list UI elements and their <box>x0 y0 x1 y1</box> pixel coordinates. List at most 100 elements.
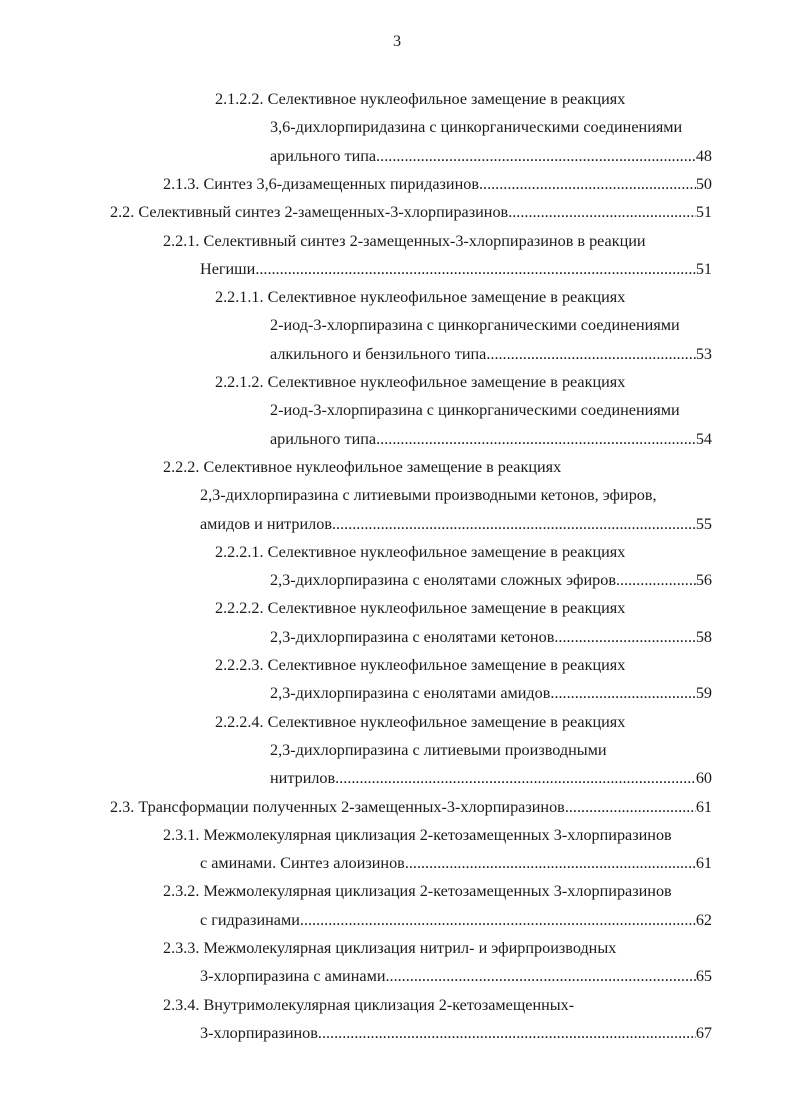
toc-entry[interactable]: 2.2.2.4. Селективное нуклеофильное замещ… <box>215 711 712 733</box>
toc-page: 51 <box>695 259 712 278</box>
toc-entry[interactable]: 2.2.2.1. Селективное нуклеофильное замещ… <box>215 541 712 563</box>
toc-entry[interactable]: 2.2.1.1. Селективное нуклеофильное замещ… <box>215 286 712 308</box>
toc-number: 2.2.2.4. <box>215 712 264 731</box>
toc-entry[interactable]: 2.2.1.2. Селективное нуклеофильное замещ… <box>215 371 712 393</box>
toc-number: 2.3.3. <box>163 939 200 957</box>
toc-entry[interactable]: 2.3. Трансформации полученных 2-замещенн… <box>110 796 712 818</box>
toc-title: Межмолекулярная циклизация 2-кетозамещен… <box>203 825 672 844</box>
toc-title: 2,3-дихлорпиразина с енолятами сложных э… <box>270 571 616 590</box>
toc-title: 2,3-дихлорпиразина с литиевыми производн… <box>270 740 607 759</box>
toc-title: 3-хлорпиразина с аминами <box>200 967 386 986</box>
dot-leader <box>318 1022 696 1044</box>
toc-number: 2.2.1. <box>163 231 200 250</box>
toc-entry[interactable]: 2.2. Селективный синтез 2-замещенных-3-х… <box>110 201 712 223</box>
toc-entry-continuation[interactable]: амидов и нитрилов 55 <box>200 513 712 535</box>
toc-number: 2.1.3. <box>163 174 200 193</box>
toc-entry-continuation[interactable]: 3-хлорпиразина с аминами 65 <box>200 965 712 987</box>
toc-title: амидов и нитрилов <box>200 514 332 533</box>
dot-leader <box>335 767 696 789</box>
toc-title: Селективное нуклеофильное замещение в ре… <box>267 712 626 731</box>
toc-number: 2.2. <box>110 203 135 222</box>
toc-page: 65 <box>695 967 712 986</box>
toc-entry-continuation[interactable]: 2-иод-3-хлорпиразина с цинкорганическими… <box>270 399 712 421</box>
toc-title: Селективное нуклеофильное замещение в ре… <box>267 373 626 391</box>
dot-leader <box>550 682 695 704</box>
toc-entry[interactable]: 2.3.3. Межмолекулярная циклизация нитрил… <box>163 937 712 959</box>
toc-title: Трансформации полученных 2-замещенных-3-… <box>138 797 565 816</box>
dot-leader <box>300 909 696 931</box>
toc-title: Селективное нуклеофильное замещение в ре… <box>267 542 626 561</box>
toc-entry[interactable]: 2.2.2.2. Селективное нуклеофильное замещ… <box>215 597 712 619</box>
toc-entry-continuation[interactable]: 2,3-дихлорпиразина с енолятами кетонов 58 <box>270 626 712 648</box>
toc-entry-continuation[interactable]: 3-хлорпиразинов 67 <box>200 1022 712 1044</box>
dot-leader <box>385 965 695 987</box>
toc-title: 3,6-дихлорпиридазина с цинкорганическими… <box>270 118 683 137</box>
toc-number: 2.3. <box>110 797 135 816</box>
toc-page: 56 <box>695 571 712 590</box>
toc-entry-continuation[interactable]: с аминами. Синтез алоизинов 61 <box>200 852 712 874</box>
toc-page: 58 <box>695 627 712 646</box>
dot-leader <box>405 852 696 874</box>
toc-page: 53 <box>695 344 712 363</box>
toc-page: 54 <box>695 429 712 448</box>
toc-entry-continuation[interactable]: алкильного и бензильного типа 53 <box>270 343 712 365</box>
toc-title: нитрилов <box>270 769 336 788</box>
toc-page: 50 <box>695 174 712 193</box>
toc-entry-continuation[interactable]: 3,6-дихлорпиридазина с цинкорганическими… <box>270 116 712 138</box>
toc-title: Селективное нуклеофильное замещение в ре… <box>267 599 626 618</box>
toc-title: с аминами. Синтез алоизинов <box>200 854 405 873</box>
toc-entry-continuation[interactable]: с гидразинами 62 <box>200 909 712 931</box>
toc-page: 55 <box>695 514 712 533</box>
toc-entry-continuation[interactable]: 2-иод-3-хлорпиразина с цинкорганическими… <box>270 314 712 336</box>
toc-title: Селективный синтез 2-замещенных-3-хлорпи… <box>138 203 509 222</box>
dot-leader <box>508 201 696 223</box>
toc-entry-continuation[interactable]: 2,3-дихлорпиразина с литиевыми производн… <box>270 739 712 761</box>
toc-title: 2,3-дихлорпиразина с литиевыми производн… <box>200 486 657 505</box>
toc-entry[interactable]: 2.2.1. Селективный синтез 2-замещенных-3… <box>163 230 712 252</box>
toc-number: 2.2.1.1. <box>215 288 264 307</box>
toc-entry[interactable]: 2.1.2.2. Селективное нуклеофильное замещ… <box>215 88 712 110</box>
toc-entry-continuation[interactable]: 2,3-дихлорпиразина с литиевыми производн… <box>200 484 712 506</box>
toc-entry-continuation[interactable]: 2,3-дихлорпиразина с енолятами амидов 59 <box>270 682 712 704</box>
toc-number: 2.2.2. <box>163 457 200 476</box>
toc-title: 2,3-дихлорпиразина с енолятами кетонов <box>270 627 555 646</box>
toc-entry[interactable]: 2.3.2. Межмолекулярная циклизация 2-кето… <box>163 880 712 902</box>
toc-number: 2.2.1.2. <box>215 373 264 391</box>
toc-entry[interactable]: 2.1.3. Синтез 3,6-дизамещенных пиридазин… <box>163 173 712 195</box>
toc-entry-continuation[interactable]: арильного типа 48 <box>270 145 712 167</box>
toc-title: арильного типа <box>270 429 377 448</box>
dot-leader <box>616 569 696 591</box>
toc-page: 60 <box>695 769 712 788</box>
toc-entry[interactable]: 2.2.2.3. Селективное нуклеофильное замещ… <box>215 654 712 676</box>
toc-number: 2.2.2.2. <box>215 599 264 618</box>
toc-number: 2.2.2.1. <box>215 542 264 561</box>
toc-page: 61 <box>695 854 712 873</box>
toc-page: 51 <box>695 203 712 222</box>
dot-leader <box>332 513 696 535</box>
toc-number: 2.3.4. <box>163 995 200 1014</box>
toc-page: 62 <box>695 910 712 929</box>
toc-entry[interactable]: 2.2.2. Селективное нуклеофильное замещен… <box>163 456 712 478</box>
toc-page: 48 <box>695 146 712 165</box>
toc-entry[interactable]: 2.3.4. Внутримолекулярная циклизация 2-к… <box>163 994 712 1016</box>
toc-title: Межмолекулярная циклизация нитрил- и эфи… <box>203 939 617 957</box>
dot-leader <box>376 145 696 167</box>
toc-title: Селективное нуклеофильное замещение в ре… <box>267 288 626 307</box>
toc-entry-continuation[interactable]: нитрилов 60 <box>270 767 712 789</box>
toc-entry[interactable]: 2.3.1. Межмолекулярная циклизация 2-кето… <box>163 824 712 846</box>
toc-number: 2.1.2.2. <box>215 90 264 108</box>
toc-entry-continuation[interactable]: Негиши 51 <box>200 258 712 280</box>
toc-title: Селективное нуклеофильное замещение в ре… <box>203 457 562 476</box>
toc-title: 2-иод-3-хлорпиразина с цинкорганическими… <box>270 401 680 420</box>
dot-leader <box>554 626 695 648</box>
toc-number: 2.3.2. <box>163 882 200 901</box>
toc-entry-continuation[interactable]: 2,3-дихлорпиразина с енолятами сложных э… <box>270 569 712 591</box>
dot-leader <box>565 796 696 818</box>
toc-title: Селективное нуклеофильное замещение в ре… <box>267 656 626 674</box>
toc-entry-continuation[interactable]: арильного типа 54 <box>270 428 712 450</box>
toc-title: алкильного и бензильного типа <box>270 344 487 363</box>
toc-title: Синтез 3,6-дизамещенных пиридазинов <box>203 174 479 193</box>
toc-title: арильного типа <box>270 146 377 165</box>
toc-page: 59 <box>695 684 712 703</box>
toc-title: 2,3-дихлорпиразина с енолятами амидов <box>270 684 551 703</box>
